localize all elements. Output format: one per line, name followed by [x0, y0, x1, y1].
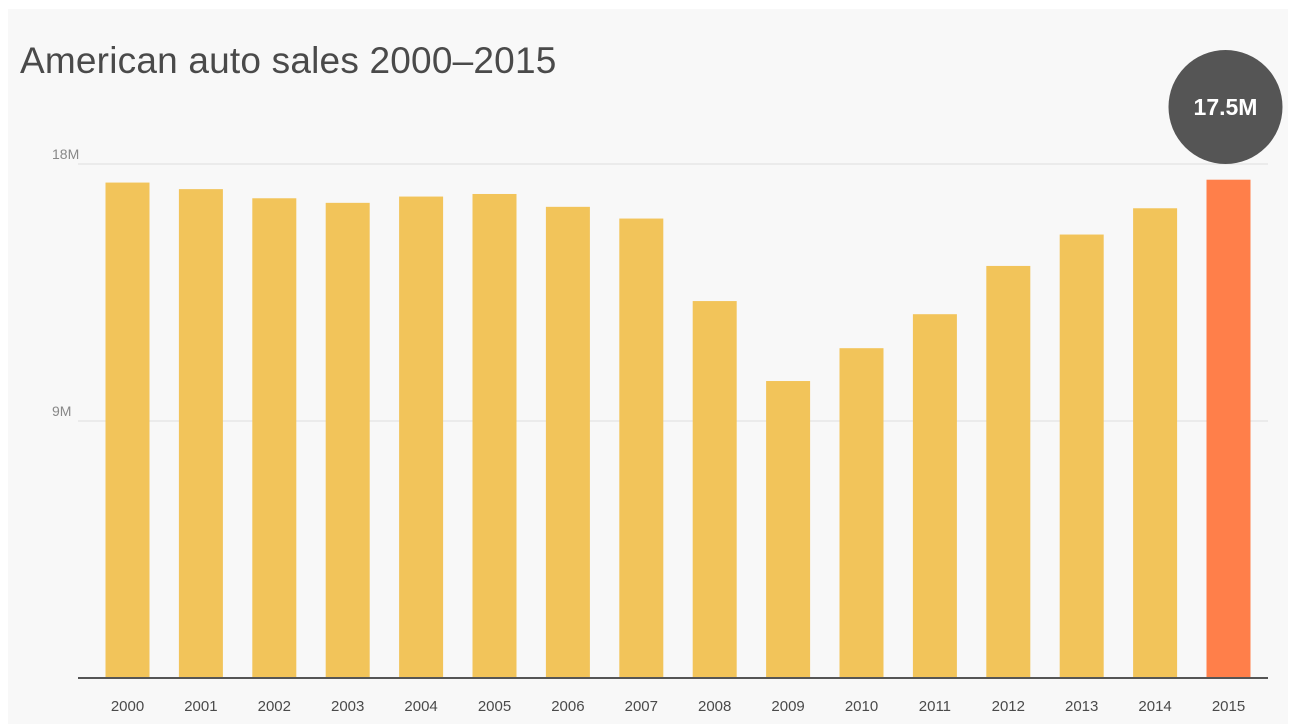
bar-2005 — [472, 193, 517, 678]
bar-2008 — [692, 301, 737, 678]
x-tick-label: 2005 — [478, 698, 511, 715]
x-tick-label: 2014 — [1138, 698, 1171, 715]
x-tick-label: 2012 — [992, 698, 1025, 715]
x-tick-label: 2000 — [111, 698, 144, 715]
bar-2006 — [545, 206, 590, 679]
x-tick-label: 2001 — [184, 698, 217, 715]
bar-2014 — [1133, 208, 1178, 678]
bar-2015 — [1206, 179, 1251, 678]
callout-bubble — [1168, 50, 1283, 164]
callout-label: 17.5M — [1194, 94, 1258, 120]
x-tick-label: 2004 — [404, 698, 437, 715]
bar-2010 — [839, 348, 884, 678]
x-tick-label: 2011 — [919, 698, 951, 715]
x-tick-label: 2006 — [551, 698, 584, 715]
y-tick-labels: 9M 18M — [52, 146, 79, 419]
y-tick-label: 18M — [52, 146, 79, 162]
bar-2003 — [325, 202, 370, 678]
bar-2012 — [986, 265, 1031, 678]
x-tick-label: 2002 — [258, 698, 291, 715]
x-tick-label: 2015 — [1212, 698, 1245, 715]
bar-2002 — [252, 198, 297, 678]
x-tick-label: 2003 — [331, 698, 364, 715]
bar-2009 — [766, 381, 811, 678]
x-tick-label: 2009 — [771, 698, 804, 715]
bar-2004 — [399, 196, 444, 678]
x-tick-labels: 2000 2001 2002 2003 2004 2005 2006 2007 2008 2009… — [111, 698, 1245, 715]
bar-2013 — [1059, 234, 1104, 678]
bars — [105, 179, 1251, 679]
x-tick-label: 2008 — [698, 698, 731, 715]
chart-title: American auto sales 2000–2015 — [20, 40, 557, 81]
x-tick-label: 2013 — [1065, 698, 1098, 715]
bar-2007 — [619, 218, 664, 678]
y-tick-label: 9M — [52, 403, 71, 419]
bar-2011 — [912, 314, 957, 678]
x-tick-label: 2007 — [625, 698, 658, 715]
value-callout: 17.5M — [1168, 50, 1283, 164]
bar-2001 — [178, 189, 223, 678]
bar-2000 — [105, 182, 150, 679]
x-tick-label: 2010 — [845, 698, 878, 715]
